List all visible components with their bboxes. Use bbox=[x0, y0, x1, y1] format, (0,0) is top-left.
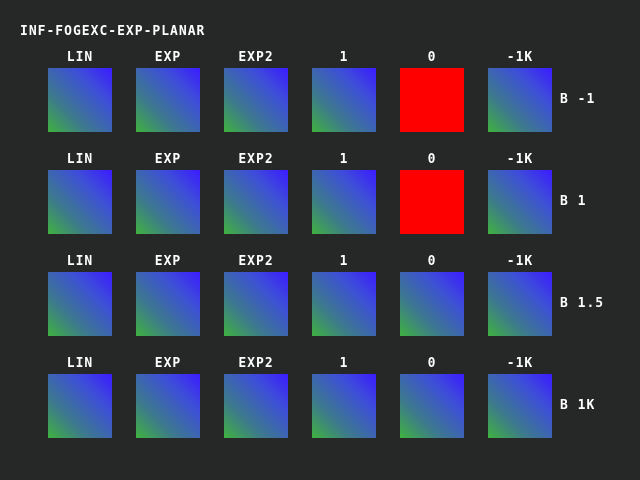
fog-result-tile-0 bbox=[400, 68, 464, 132]
column-label-exp: EXP bbox=[154, 152, 182, 167]
fog-result-tile-1 bbox=[312, 68, 376, 132]
fog-test-row-b-1: LIN EXP EXP2 1 0 -1K B 1 bbox=[0, 152, 640, 242]
column-label-exp: EXP bbox=[154, 50, 182, 65]
column-label-exp2: EXP2 bbox=[238, 50, 274, 65]
fog-result-tile-0 bbox=[400, 374, 464, 438]
fog-result-tile-exp2 bbox=[224, 272, 288, 336]
fog-result-tile-minus-1k bbox=[488, 68, 552, 132]
column-label-1: 1 bbox=[339, 356, 349, 371]
fog-result-tile-minus-1k bbox=[488, 272, 552, 336]
fog-result-tile-minus-1k bbox=[488, 374, 552, 438]
fog-result-tile-lin bbox=[48, 170, 112, 234]
column-label-exp2: EXP2 bbox=[238, 356, 274, 371]
fog-result-tile-minus-1k bbox=[488, 170, 552, 234]
column-label-0: 0 bbox=[427, 50, 437, 65]
column-label-0: 0 bbox=[427, 254, 437, 269]
fog-test-row-b-1-5: LIN EXP EXP2 1 0 -1K B 1.5 bbox=[0, 254, 640, 344]
fog-test-row-b-1k: LIN EXP EXP2 1 0 -1K B 1K bbox=[0, 356, 640, 446]
column-label-exp: EXP bbox=[154, 356, 182, 371]
fog-result-tile-exp bbox=[136, 170, 200, 234]
fog-result-tile-1 bbox=[312, 272, 376, 336]
fog-result-tile-lin bbox=[48, 272, 112, 336]
fog-result-tile-0 bbox=[400, 272, 464, 336]
row-label: B 1K bbox=[560, 398, 596, 413]
column-label-exp2: EXP2 bbox=[238, 152, 274, 167]
fog-result-tile-1 bbox=[312, 374, 376, 438]
row-label: B 1.5 bbox=[560, 296, 605, 311]
column-label-minus-1k: -1K bbox=[506, 50, 534, 65]
column-label-lin: LIN bbox=[66, 50, 94, 65]
column-label-lin: LIN bbox=[66, 152, 94, 167]
column-label-lin: LIN bbox=[66, 356, 94, 371]
column-label-1: 1 bbox=[339, 152, 349, 167]
row-label: B -1 bbox=[560, 92, 596, 107]
column-label-0: 0 bbox=[427, 356, 437, 371]
column-label-minus-1k: -1K bbox=[506, 152, 534, 167]
fog-result-tile-0 bbox=[400, 170, 464, 234]
fog-result-tile-exp2 bbox=[224, 68, 288, 132]
column-label-exp: EXP bbox=[154, 254, 182, 269]
fog-result-tile-exp bbox=[136, 374, 200, 438]
column-label-1: 1 bbox=[339, 254, 349, 269]
fog-test-row-b-minus-1: LIN EXP EXP2 1 0 -1K B -1 bbox=[0, 50, 640, 140]
column-label-minus-1k: -1K bbox=[506, 254, 534, 269]
fog-result-tile-exp bbox=[136, 68, 200, 132]
fog-result-tile-exp2 bbox=[224, 374, 288, 438]
column-label-1: 1 bbox=[339, 50, 349, 65]
fog-result-tile-lin bbox=[48, 374, 112, 438]
row-label: B 1 bbox=[560, 194, 587, 209]
column-label-0: 0 bbox=[427, 152, 437, 167]
test-title: INF-FOGEXC-EXP-PLANAR bbox=[20, 24, 206, 39]
fog-result-tile-lin bbox=[48, 68, 112, 132]
fog-result-tile-exp bbox=[136, 272, 200, 336]
column-label-exp2: EXP2 bbox=[238, 254, 274, 269]
fog-result-tile-1 bbox=[312, 170, 376, 234]
column-label-minus-1k: -1K bbox=[506, 356, 534, 371]
fog-result-tile-exp2 bbox=[224, 170, 288, 234]
column-label-lin: LIN bbox=[66, 254, 94, 269]
